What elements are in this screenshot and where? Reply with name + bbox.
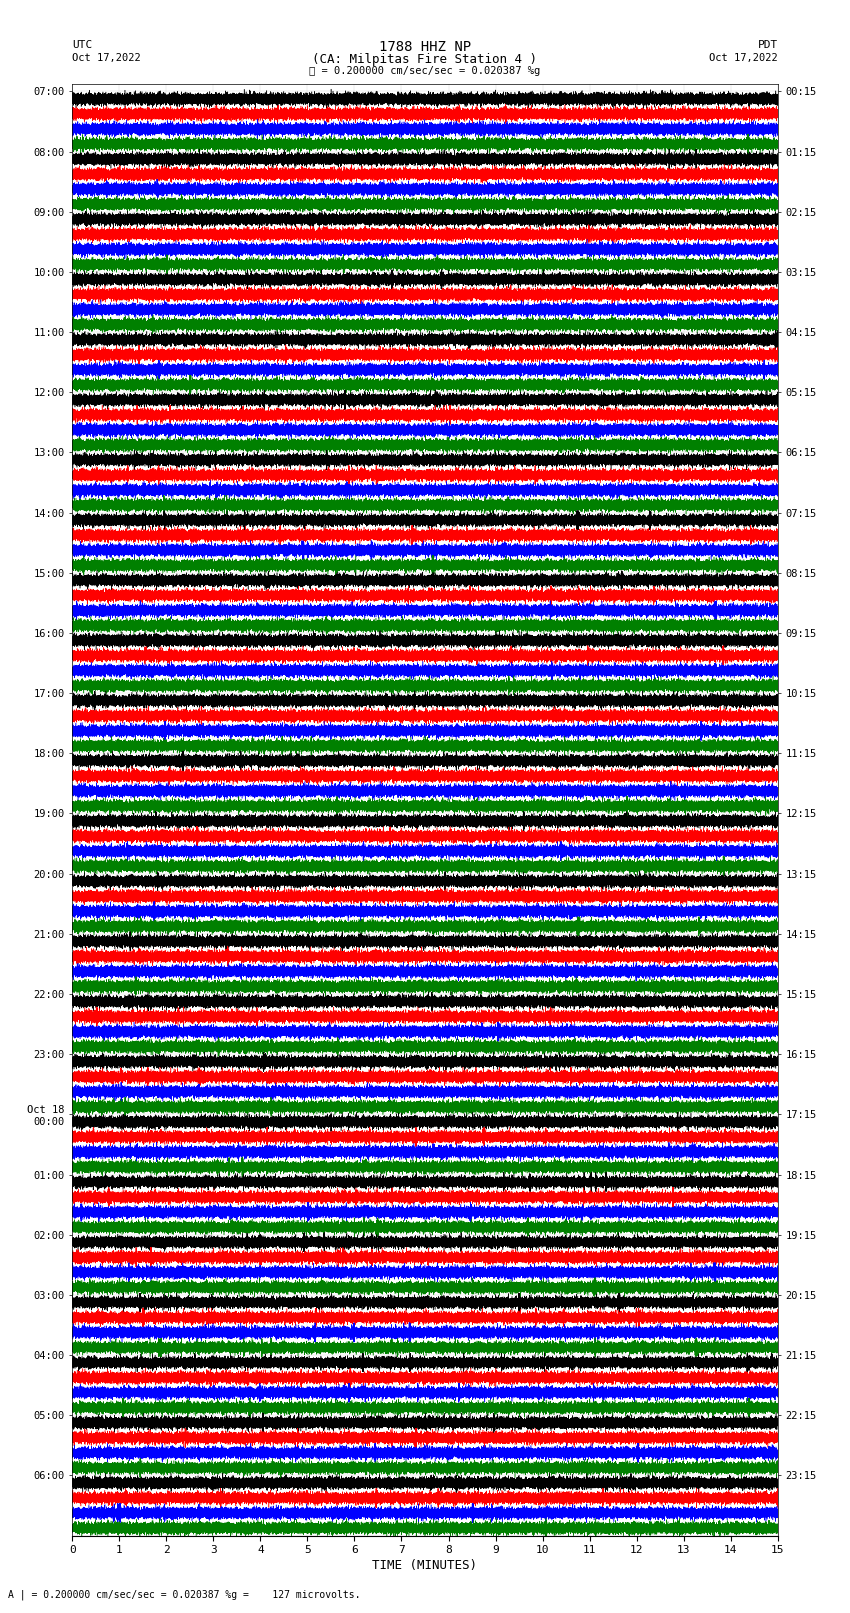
Text: 1788 HHZ NP: 1788 HHZ NP: [379, 40, 471, 55]
Text: Oct 17,2022: Oct 17,2022: [72, 53, 141, 63]
Text: UTC: UTC: [72, 40, 93, 50]
Text: A | = 0.200000 cm/sec/sec = 0.020387 %g =    127 microvolts.: A | = 0.200000 cm/sec/sec = 0.020387 %g …: [8, 1589, 361, 1600]
Text: Oct 17,2022: Oct 17,2022: [709, 53, 778, 63]
Text: ⏐ = 0.200000 cm/sec/sec = 0.020387 %g: ⏐ = 0.200000 cm/sec/sec = 0.020387 %g: [309, 66, 541, 76]
Text: (CA: Milpitas Fire Station 4 ): (CA: Milpitas Fire Station 4 ): [313, 53, 537, 66]
X-axis label: TIME (MINUTES): TIME (MINUTES): [372, 1560, 478, 1573]
Text: PDT: PDT: [757, 40, 778, 50]
